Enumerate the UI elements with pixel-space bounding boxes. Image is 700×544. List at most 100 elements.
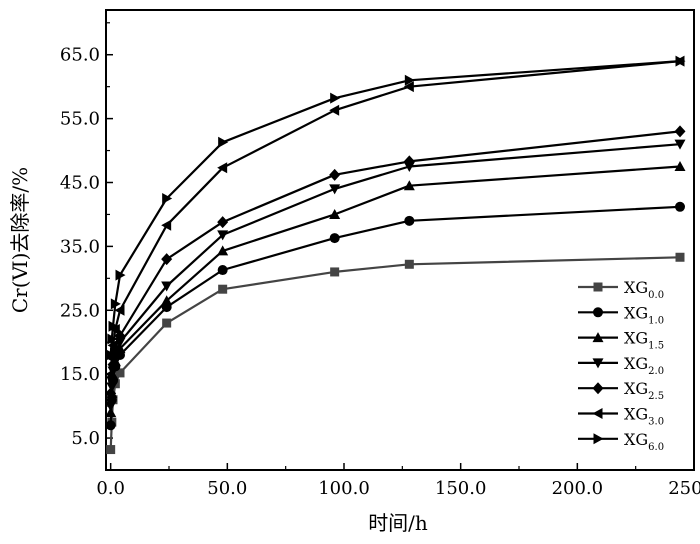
legend-item: XG6.0: [578, 430, 664, 453]
data-point: [329, 184, 341, 195]
legend-label: XG1.0: [624, 303, 664, 326]
y-tick-label: 65.0: [60, 45, 100, 66]
data-point: [218, 136, 229, 148]
x-tick-label: 100.0: [318, 478, 370, 499]
legend-marker: [592, 408, 603, 419]
data-point: [115, 368, 125, 378]
legend-label-subscript: 1.5: [648, 341, 664, 352]
data-point: [675, 55, 686, 67]
data-point: [105, 401, 117, 412]
data-point: [105, 387, 117, 400]
data-point: [403, 81, 414, 93]
legend-marker: [593, 433, 604, 445]
data-point: [161, 281, 173, 292]
series-line: [109, 60, 681, 375]
data-point: [106, 349, 117, 361]
data-point: [107, 339, 118, 351]
data-point: [105, 368, 116, 380]
data-point: [105, 407, 117, 417]
y-axis-title: Cr(Ⅵ)去除率/%: [8, 167, 32, 313]
data-point: [404, 259, 414, 269]
data-point: [329, 104, 340, 116]
legend-label-subscript: 1.0: [648, 315, 664, 326]
legend-label: XG3.0: [624, 405, 664, 428]
legend-marker: [593, 282, 603, 292]
x-tick-label: 50.0: [207, 478, 247, 499]
data-point: [217, 230, 229, 241]
x-tick-label: 200.0: [552, 478, 604, 499]
y-tick-label: 25.0: [60, 300, 100, 321]
data-point: [108, 320, 119, 332]
data-point: [162, 192, 173, 204]
data-point: [162, 318, 172, 328]
data-point: [114, 304, 125, 316]
x-tick-label: 250.0: [668, 478, 700, 499]
legend-item: XG1.5: [578, 329, 664, 352]
data-point: [218, 284, 228, 294]
data-point: [217, 265, 228, 276]
series-xg-3-0: [105, 55, 685, 380]
data-point: [115, 269, 126, 281]
data-point: [217, 216, 229, 229]
legend-label: XG2.5: [624, 379, 664, 402]
legend-item: XG0.0: [578, 278, 664, 301]
data-point: [106, 445, 116, 455]
legend-label: XG6.0: [624, 430, 664, 453]
data-point: [403, 155, 415, 168]
x-tick-label: 150.0: [435, 478, 487, 499]
series-layer: [105, 55, 686, 455]
data-point: [674, 125, 686, 138]
data-point: [330, 267, 340, 277]
legend-marker: [593, 307, 603, 318]
data-point: [105, 420, 116, 431]
legend-item: XG2.0: [578, 354, 664, 377]
data-point: [107, 333, 118, 345]
x-axis-title: 时间/h: [368, 511, 428, 535]
legend-item: XG1.0: [578, 303, 664, 326]
legend-label-subscript: 2.0: [648, 366, 664, 377]
series-xg-2-0: [105, 139, 686, 412]
data-point: [329, 208, 341, 219]
series-line: [109, 60, 681, 356]
legend-marker: [592, 332, 604, 343]
data-point: [217, 245, 229, 256]
legend-item: XG3.0: [578, 405, 664, 428]
data-point: [675, 252, 685, 262]
plot-frame: [105, 9, 695, 471]
y-tick-label: 5.0: [71, 428, 100, 449]
legend-label: XG0.0: [624, 278, 664, 301]
data-point: [161, 219, 172, 231]
legend-label-subscript: 2.5: [648, 391, 664, 402]
legend-label: XG2.0: [624, 354, 664, 377]
legend-marker: [592, 358, 604, 369]
data-point: [217, 162, 228, 174]
axes: 0.0 50.0 100.0 150.0 200.0 250.0 5.0 15.0 25.0 35…: [60, 9, 700, 499]
legend-label-subscript: 0.0: [648, 290, 664, 301]
y-tick-label: 35.0: [60, 236, 100, 257]
data-point: [403, 180, 415, 191]
legend-item: XG2.5: [578, 379, 664, 402]
y-tick-label: 55.0: [60, 109, 100, 130]
data-point: [161, 253, 173, 266]
legend-label-subscript: 3.0: [648, 417, 664, 428]
data-point: [404, 215, 415, 226]
data-point: [675, 201, 685, 212]
y-tick-label: 15.0: [60, 364, 100, 385]
data-point: [329, 168, 341, 181]
data-point: [404, 74, 415, 86]
y-tick-label: 45.0: [60, 173, 100, 194]
legend-label-subscript: 6.0: [648, 442, 664, 453]
data-point: [329, 233, 340, 244]
data-point: [161, 295, 173, 306]
legend-marker: [592, 382, 604, 395]
legend-label: XG1.5: [624, 329, 664, 352]
data-point: [110, 298, 121, 310]
x-tick-label: 0.0: [96, 478, 125, 499]
data-point: [674, 139, 686, 150]
data-point: [674, 161, 686, 172]
series-xg-6-0: [106, 55, 686, 361]
data-point: [330, 92, 341, 104]
